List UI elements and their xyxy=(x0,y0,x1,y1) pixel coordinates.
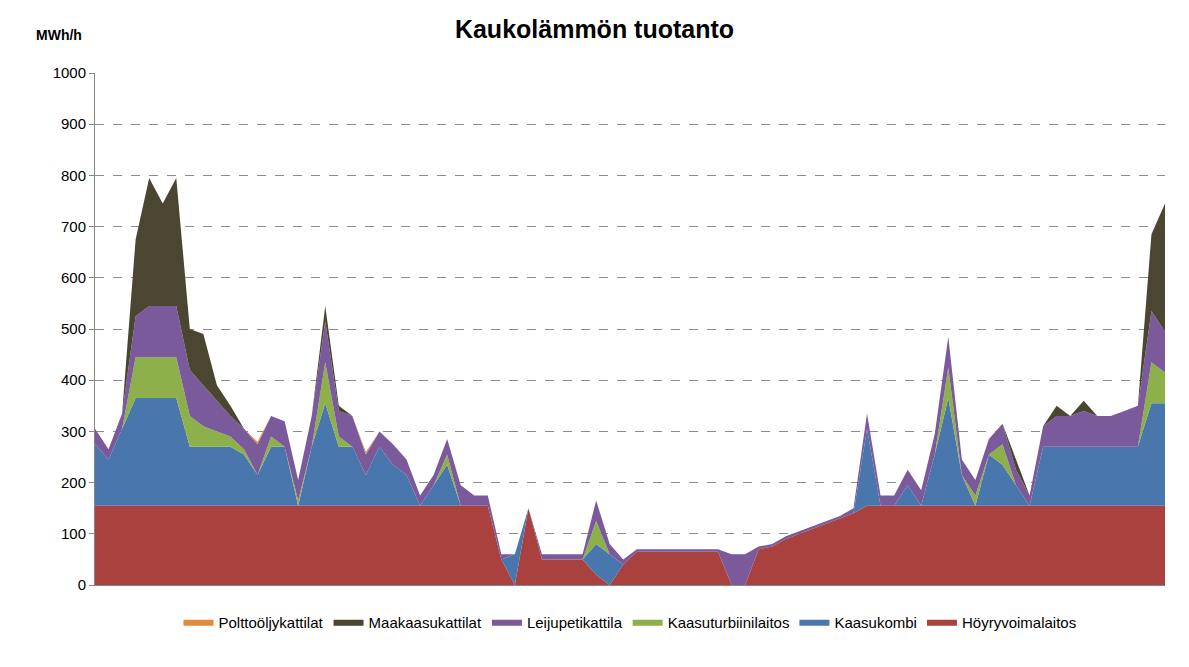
svg-text:800: 800 xyxy=(61,167,86,184)
svg-text:600: 600 xyxy=(61,269,86,286)
svg-text:Polttoöljykattilat: Polttoöljykattilat xyxy=(219,614,324,631)
svg-text:Kaukolämmön tuotanto: Kaukolämmön tuotanto xyxy=(455,15,734,43)
svg-text:100: 100 xyxy=(61,525,86,542)
svg-text:MWh/h: MWh/h xyxy=(36,27,82,43)
svg-text:400: 400 xyxy=(61,371,86,388)
svg-text:Höyryvoimalaitos: Höyryvoimalaitos xyxy=(962,614,1076,631)
svg-text:Leijupetikattila: Leijupetikattila xyxy=(527,614,623,631)
svg-text:200: 200 xyxy=(61,474,86,491)
svg-text:0: 0 xyxy=(78,576,86,593)
svg-text:Maakaasukattilat: Maakaasukattilat xyxy=(369,614,482,631)
svg-text:700: 700 xyxy=(61,218,86,235)
svg-text:Kaasuturbiinilaitos: Kaasuturbiinilaitos xyxy=(668,614,790,631)
svg-text:300: 300 xyxy=(61,423,86,440)
svg-text:900: 900 xyxy=(61,115,86,132)
svg-text:Kaasukombi: Kaasukombi xyxy=(834,614,917,631)
svg-text:500: 500 xyxy=(61,320,86,337)
svg-text:1000: 1000 xyxy=(53,64,86,81)
